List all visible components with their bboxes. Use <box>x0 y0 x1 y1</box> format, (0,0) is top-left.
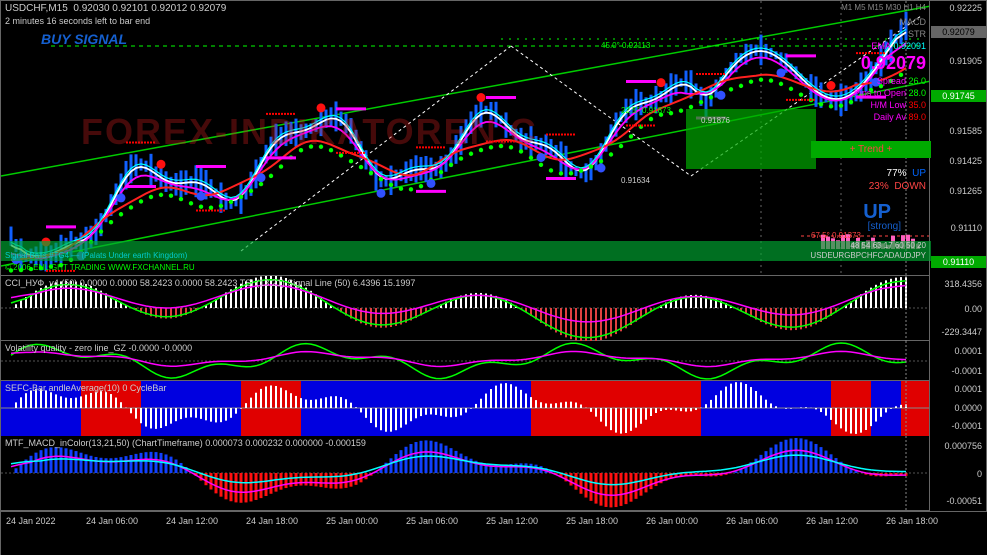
vol-label: Volatility quality - zero line_GZ -0.000… <box>5 343 192 353</box>
x-label: 25 Jan 18:00 <box>566 516 618 526</box>
y-axis: 0.92079 0.91745 0.91110 318.4356 0.00 -2… <box>929 1 986 511</box>
x-label: 24 Jan 06:00 <box>86 516 138 526</box>
sefc-panel[interactable]: SEFC-Bar andleAverage(10) 0 CycleBar <box>1 381 931 436</box>
macd-label: MTF_MACD_inColor(13,21,50) (ChartTimefra… <box>5 438 366 448</box>
y-label: 0.91110 <box>951 223 982 233</box>
sefc-label: SEFC-Bar andleAverage(10) 0 CycleBar <box>5 383 166 393</box>
x-label: 26 Jan 12:00 <box>806 516 858 526</box>
angle-annotation-2: 22.5° 0.91873 <box>621 106 671 115</box>
cci-label: CCI_НУФ_v4 (50) 0.0000 0.0000 58.2423 0.… <box>5 278 415 288</box>
y-label: 0.91585 <box>949 126 982 136</box>
x-label: 26 Jan 18:00 <box>886 516 938 526</box>
x-label: 25 Jan 06:00 <box>406 516 458 526</box>
x-axis: 24 Jan 2022 24 Jan 06:00 24 Jan 12:00 24 Ja… <box>1 511 987 555</box>
cci-panel[interactable]: CCI_НУФ_v4 (50) 0.0000 0.0000 58.2423 0.… <box>1 276 931 341</box>
y-label: 0.91425 <box>949 156 982 166</box>
price-annotation-2: 0.91634 <box>621 176 650 185</box>
price-marker-g2: 0.91110 <box>931 256 986 268</box>
strength-label: [strong] <box>868 221 901 232</box>
x-label: 26 Jan 00:00 <box>646 516 698 526</box>
big-price: 0.92079 <box>811 52 931 75</box>
x-label: 24 Jan 18:00 <box>246 516 298 526</box>
trading-chart-container: USDCHF,M15 0.92030 0.92101 0.92012 0.920… <box>0 0 987 555</box>
currency-strength-labels: USDEURGBPCHFCADAUDJPY <box>810 251 926 260</box>
x-label: 24 Jan 2022 <box>6 516 56 526</box>
trend-box: + Trend + <box>811 141 931 158</box>
price-marker-g1: 0.91745 <box>931 90 986 102</box>
x-label: 25 Jan 00:00 <box>326 516 378 526</box>
countdown-text: 2 minutes 16 seconds left to bar end <box>5 16 150 26</box>
angle-annotation-1: 45.0° 0.92113 <box>601 41 650 50</box>
copyright-text: © 2006 ENLIGHT TRADING WWW.FXCHANNEL.RU <box>5 263 195 272</box>
angle-annotation-3: 67.5° 0.91373 <box>811 231 861 240</box>
signal-balls-text: Signal Balls #TG4 — (Palats Under earth … <box>5 251 187 260</box>
buy-signal-text: BUY SIGNAL <box>41 31 127 47</box>
currency-strength-nums: 48 54 63 17 60 50 20 <box>850 241 926 250</box>
macd-panel[interactable]: MTF_MACD_inColor(13,21,50) (ChartTimefra… <box>1 436 931 511</box>
y-label: 0.91265 <box>949 186 982 196</box>
x-label: 26 Jan 06:00 <box>726 516 778 526</box>
y-label: 0.91905 <box>949 56 982 66</box>
x-label: 24 Jan 12:00 <box>166 516 218 526</box>
y-label: 0.92225 <box>949 3 982 13</box>
trend-percentages: 77% UP 23% DOWN <box>811 166 931 194</box>
main-price-chart[interactable]: USDCHF,M15 0.92030 0.92101 0.92012 0.920… <box>1 1 931 276</box>
price-marker-current: 0.92079 <box>931 26 986 38</box>
price-annotation-1: 0.91876 <box>701 116 730 125</box>
symbol-header: USDCHF,M15 0.92030 0.92101 0.92012 0.920… <box>5 3 226 14</box>
info-panel: MACD STR EMA 0.92091 0.92079 Spread 26.0… <box>811 16 931 123</box>
x-label: 25 Jan 12:00 <box>486 516 538 526</box>
timeframe-labels: M1 M5 M15 M30 H1 H4 <box>841 3 926 12</box>
volatility-panel[interactable]: Volatility quality - zero line_GZ -0.000… <box>1 341 931 381</box>
